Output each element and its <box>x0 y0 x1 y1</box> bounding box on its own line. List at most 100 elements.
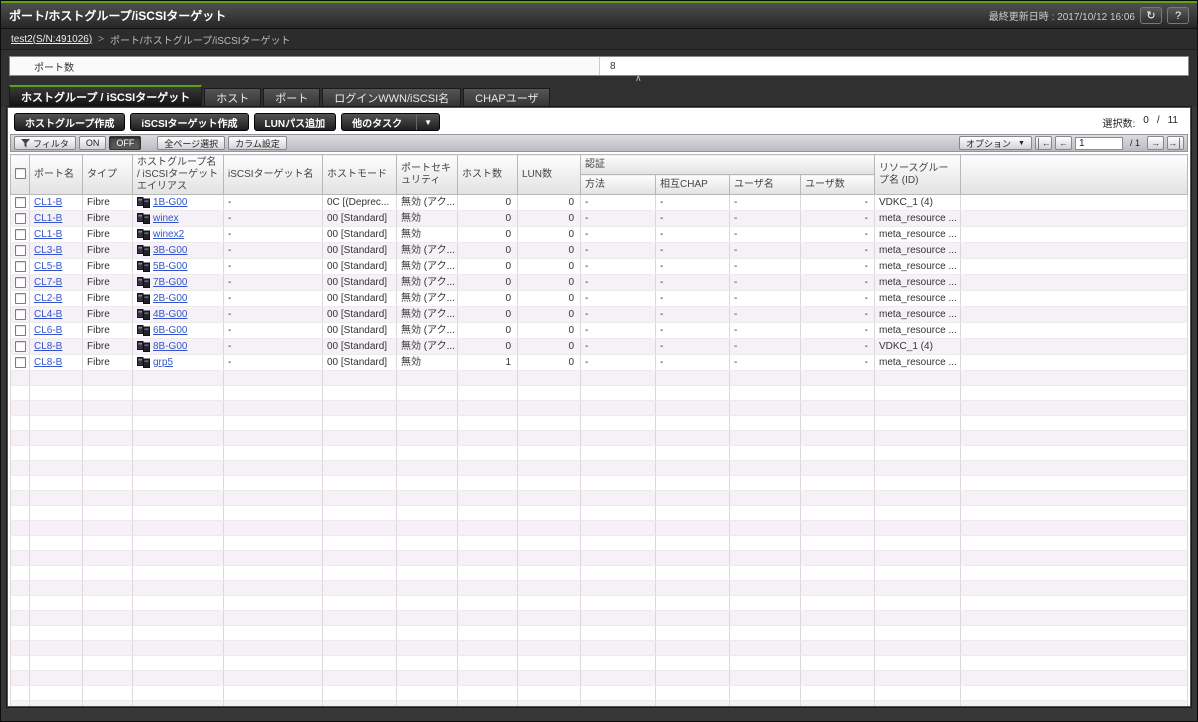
row-checkbox[interactable] <box>14 340 26 352</box>
cell-auth-method <box>580 445 656 461</box>
collapse-caret-icon[interactable]: ∧ <box>635 73 642 83</box>
filter-off-button[interactable]: OFF <box>109 136 142 150</box>
cell-auth-method: - <box>580 354 656 371</box>
host-group-link[interactable]: 8B-G00 <box>153 341 188 352</box>
row-checkbox-cell <box>10 226 30 243</box>
col-resource-group[interactable]: リソースグループ名 (ID) <box>874 154 961 195</box>
cell-filler <box>960 685 1188 701</box>
host-group-link[interactable]: 7B-G00 <box>153 277 188 288</box>
select-all-pages-button[interactable]: 全ページ選択 <box>157 136 226 150</box>
cell-user-count <box>800 385 875 401</box>
col-type[interactable]: タイプ <box>82 154 133 195</box>
host-group-link[interactable]: 3B-G00 <box>153 245 188 256</box>
host-group-link[interactable]: grp5 <box>153 357 174 368</box>
column-settings-button[interactable]: カラム設定 <box>228 136 287 150</box>
page-number-input[interactable] <box>1074 136 1123 150</box>
cell-auth-method: - <box>580 306 656 323</box>
row-checkbox[interactable] <box>14 356 26 368</box>
create-iscsi-target-button[interactable]: iSCSIターゲット作成 <box>130 113 249 131</box>
host-group-link[interactable]: 5B-G00 <box>153 261 188 272</box>
row-checkbox[interactable] <box>14 196 26 208</box>
row-checkbox-cell <box>10 242 30 259</box>
col-auth-method[interactable]: 方法 <box>580 174 656 195</box>
cell-filler <box>960 210 1188 227</box>
host-group-link[interactable]: 1B-G00 <box>153 197 188 208</box>
port-link[interactable]: CL1-B <box>34 197 63 208</box>
pager-next-button[interactable]: → <box>1147 136 1164 150</box>
port-link[interactable]: CL1-B <box>34 229 63 240</box>
port-link[interactable]: CL8-B <box>34 357 63 368</box>
help-button[interactable]: ? <box>1167 7 1189 24</box>
tab-chap-users[interactable]: CHAPユーザ <box>463 88 551 107</box>
port-link[interactable]: CL1-B <box>34 213 63 224</box>
row-checkbox-cell <box>10 415 30 431</box>
col-port-name[interactable]: ポート名 <box>29 154 83 195</box>
breadcrumb-root-link[interactable]: test2(S/N:491026) <box>11 33 93 45</box>
col-mutual-chap[interactable]: 相互CHAP <box>655 174 730 195</box>
host-group-link[interactable]: 6B-G00 <box>153 325 188 336</box>
select-all-checkbox[interactable] <box>14 168 26 180</box>
filter-button[interactable]: フィルタ <box>14 136 76 150</box>
row-checkbox[interactable] <box>14 228 26 240</box>
pager-last-button[interactable]: →│ <box>1167 136 1184 150</box>
cell-resource-group <box>874 595 961 611</box>
host-group-link[interactable]: winex <box>153 213 179 224</box>
row-checkbox[interactable] <box>14 276 26 288</box>
col-port-security[interactable]: ポートセキュリティ <box>396 154 458 195</box>
cell-type <box>82 460 133 476</box>
port-link[interactable]: CL2-B <box>34 293 63 304</box>
cell-type: Fibre <box>82 306 133 323</box>
tab-ports[interactable]: ポート <box>263 88 321 107</box>
cell-user-name <box>729 445 801 461</box>
port-link[interactable]: CL4-B <box>34 309 63 320</box>
cell-iscsi-target-name <box>223 655 323 671</box>
col-host-mode[interactable]: ホストモード <box>322 154 397 195</box>
cell-auth-method: - <box>580 322 656 339</box>
table-row: CL1-B Fibre winex2-00 [Standard] 無効 0 0- - - - me… <box>10 226 1188 243</box>
pager-first-button[interactable]: │← <box>1034 136 1052 150</box>
cell-user-name: - <box>729 306 801 323</box>
row-checkbox[interactable] <box>14 292 26 304</box>
port-link[interactable]: CL6-B <box>34 325 63 336</box>
row-checkbox[interactable] <box>14 244 26 256</box>
host-group-link[interactable]: winex2 <box>153 229 185 240</box>
col-host-count[interactable]: ホスト数 <box>457 154 518 195</box>
col-user-count[interactable]: ユーザ数 <box>800 174 875 195</box>
row-checkbox[interactable] <box>14 260 26 272</box>
cell-user-count <box>800 400 875 416</box>
cell-port-name <box>29 370 83 386</box>
cell-lun-count <box>517 580 581 596</box>
host-group-link[interactable]: 2B-G00 <box>153 293 188 304</box>
col-lun-count[interactable]: LUN数 <box>517 154 581 195</box>
empty-table-row <box>10 445 1188 461</box>
port-link[interactable]: CL3-B <box>34 245 63 256</box>
cell-filler <box>960 322 1188 339</box>
cell-lun-count: 0 <box>517 322 581 339</box>
port-link[interactable]: CL8-B <box>34 341 63 352</box>
tab-login-wwn-iscsi-name[interactable]: ログインWWN/iSCSI名 <box>322 88 462 107</box>
cell-resource-group: meta_resource ... <box>874 226 961 243</box>
col-host-group-name[interactable]: ホストグループ名 / iSCSIターゲットエイリアス <box>132 154 224 195</box>
row-checkbox[interactable] <box>14 212 26 224</box>
empty-table-row <box>10 505 1188 521</box>
row-checkbox[interactable] <box>14 324 26 336</box>
port-link[interactable]: CL7-B <box>34 277 63 288</box>
row-checkbox[interactable] <box>14 308 26 320</box>
cell-lun-count: 0 <box>517 258 581 275</box>
pager-prev-button[interactable]: ← <box>1054 136 1072 150</box>
pager-next-icon: → <box>1151 138 1160 148</box>
col-user-name[interactable]: ユーザ名 <box>729 174 801 195</box>
host-group-link[interactable]: 4B-G00 <box>153 309 188 320</box>
col-iscsi-target-name[interactable]: iSCSIターゲット名 <box>223 154 323 195</box>
create-host-group-button[interactable]: ホストグループ作成 <box>14 113 126 131</box>
tab-host-groups-iscsi-targets[interactable]: ホストグループ / iSCSIターゲット <box>9 85 203 107</box>
refresh-button[interactable]: ↻ <box>1140 7 1162 24</box>
filter-on-button[interactable]: ON <box>78 136 107 150</box>
other-tasks-button[interactable]: 他のタスク ▼ <box>341 113 441 131</box>
port-link[interactable]: CL5-B <box>34 261 63 272</box>
options-button[interactable]: オプション ▼ <box>959 136 1032 150</box>
cell-port-security <box>396 535 458 551</box>
row-checkbox-cell <box>10 430 30 446</box>
tab-hosts[interactable]: ホスト <box>204 88 262 107</box>
add-lun-path-button[interactable]: LUNパス追加 <box>253 113 337 131</box>
